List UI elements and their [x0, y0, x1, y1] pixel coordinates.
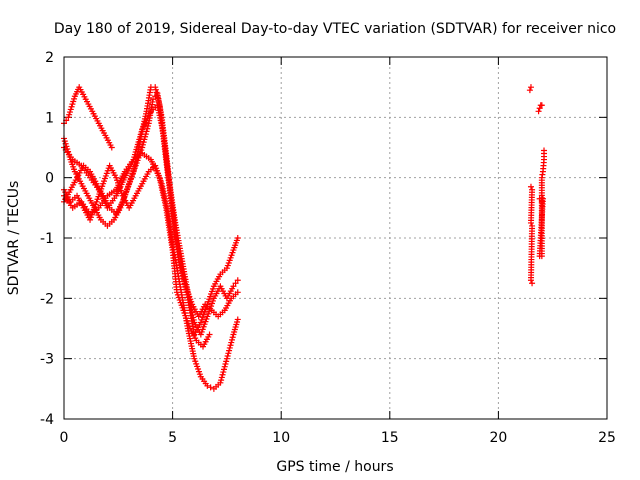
- data-point: [65, 114, 72, 121]
- chart-title: Day 180 of 2019, Sidereal Day-to-day VTE…: [54, 21, 616, 37]
- data-point: [217, 379, 224, 386]
- data-point: [526, 87, 533, 94]
- data-point: [180, 275, 187, 282]
- data-point: [206, 331, 213, 338]
- y-tick-label: -4: [40, 412, 54, 428]
- x-tick-label: 15: [381, 430, 399, 446]
- axis-ticks: 0 5 10 15 20 25 -4 -3 -2 -1 0 1 2: [40, 50, 616, 446]
- data-point: [207, 384, 214, 391]
- data-point: [535, 108, 542, 115]
- data-point: [527, 84, 534, 91]
- data-point: [108, 144, 115, 151]
- data-point: [536, 105, 543, 112]
- data-point: [222, 361, 229, 368]
- x-tick-label: 0: [60, 430, 69, 446]
- data-point: [69, 101, 76, 108]
- x-tick-label: 5: [168, 430, 177, 446]
- data-point: [139, 141, 146, 148]
- data-point: [234, 289, 241, 296]
- data-point: [527, 183, 534, 190]
- data-point: [221, 366, 228, 373]
- data-point: [220, 369, 227, 376]
- data-point: [177, 264, 184, 271]
- data-point: [150, 96, 157, 103]
- x-tick-label: 25: [598, 430, 616, 446]
- gridlines: [64, 57, 607, 419]
- y-tick-label: 1: [45, 110, 54, 126]
- y-tick-label: -3: [40, 352, 54, 368]
- data-point: [232, 280, 239, 287]
- data-point: [228, 336, 235, 343]
- x-tick-label: 10: [272, 430, 290, 446]
- data-point: [223, 358, 230, 365]
- data-point: [71, 95, 78, 102]
- data-point: [230, 283, 237, 290]
- x-axis-label: GPS time / hours: [276, 459, 393, 475]
- data-point: [144, 123, 151, 130]
- data-point: [140, 139, 147, 146]
- data-point: [70, 98, 77, 105]
- data-points: [61, 84, 548, 392]
- data-point: [68, 103, 75, 110]
- data-point: [219, 371, 226, 378]
- data-point: [529, 280, 536, 287]
- data-point: [142, 131, 149, 138]
- data-point: [67, 106, 74, 113]
- data-point: [204, 382, 211, 389]
- data-point: [139, 144, 146, 151]
- data-point: [143, 128, 150, 135]
- y-tick-label: 0: [45, 171, 54, 187]
- data-point: [178, 267, 185, 274]
- data-point: [527, 277, 534, 284]
- y-tick-label: -1: [40, 231, 54, 247]
- data-point: [61, 138, 68, 145]
- data-point: [181, 280, 188, 287]
- data-point: [179, 272, 186, 279]
- data-point: [234, 277, 241, 284]
- data-point: [176, 259, 183, 266]
- data-point: [541, 147, 548, 154]
- data-point: [223, 355, 230, 362]
- data-point: [176, 261, 183, 268]
- data-point: [221, 363, 228, 370]
- data-point: [218, 374, 225, 381]
- data-point: [229, 334, 236, 341]
- data-point: [66, 111, 73, 118]
- y-axis-label: SDTVAR / TECUs: [6, 181, 22, 296]
- data-point: [225, 350, 232, 357]
- data-point: [234, 316, 241, 323]
- data-point: [224, 352, 231, 359]
- plot-frame: [63, 56, 608, 420]
- data-point: [226, 344, 233, 351]
- data-point: [179, 269, 186, 276]
- data-point: [66, 109, 73, 116]
- data-point: [228, 339, 235, 346]
- data-point: [527, 219, 534, 226]
- data-point: [226, 347, 233, 354]
- data-point: [144, 125, 151, 132]
- data-point: [142, 133, 149, 140]
- data-point: [181, 277, 188, 284]
- y-tick-label: -2: [40, 291, 54, 307]
- data-point: [227, 342, 234, 349]
- data-point: [141, 136, 148, 143]
- y-tick-label: 2: [45, 50, 54, 66]
- data-point: [538, 102, 545, 109]
- data-point: [234, 235, 241, 241]
- x-tick-label: 20: [489, 430, 507, 446]
- data-point: [218, 377, 225, 384]
